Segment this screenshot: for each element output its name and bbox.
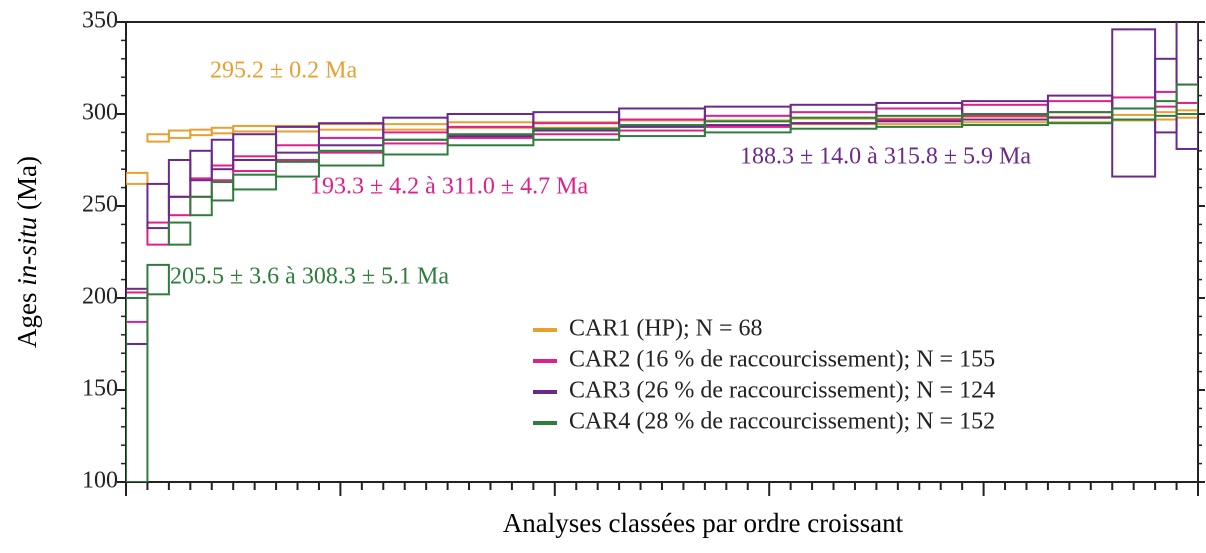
error-box: [1046, 100, 1114, 114]
error-box: [1154, 100, 1178, 117]
y-label-part: (Ma): [12, 156, 42, 210]
legend-label: CAR4 (28 % de raccourcissement); N = 152: [569, 409, 995, 435]
y-label-part: in-situ: [12, 217, 42, 286]
y-tick-label: 250: [82, 192, 118, 218]
y-tick-label: 350: [82, 8, 118, 34]
y-tick-label: 100: [82, 468, 118, 494]
y-axis-label: Ages in-situ (Ma): [12, 156, 42, 348]
error-box: [1111, 96, 1157, 110]
y-tick-label: 300: [82, 100, 118, 126]
error-box: [146, 182, 170, 230]
plot-area: [126, 22, 1198, 482]
error-box: [275, 160, 320, 178]
legend-label: CAR2 (16 % de raccourcissement); N = 155: [569, 347, 995, 373]
error-box: [232, 155, 278, 173]
y-tick-label: 200: [82, 284, 118, 310]
error-box: [1046, 94, 1114, 119]
error-box: [126, 291, 149, 323]
error-box: [789, 103, 878, 125]
error-box: [1154, 57, 1178, 134]
error-box: [167, 221, 192, 246]
error-box: [146, 221, 170, 246]
error-box: [1175, 83, 1198, 104]
error-box: [232, 173, 278, 191]
error-box: [1111, 28, 1157, 178]
error-box: [189, 195, 213, 217]
error-box: [317, 123, 385, 131]
error-box: [167, 159, 192, 198]
error-box: [382, 131, 449, 145]
error-box: [146, 133, 170, 143]
y-label-part: Ages: [12, 293, 42, 349]
legend-label: CAR3 (26 % de raccourcissement); N = 124: [569, 378, 995, 404]
error-box: [446, 113, 535, 138]
error-box: [232, 124, 278, 133]
error-box: [317, 149, 385, 167]
error-box: [1175, 83, 1198, 115]
annotation: 205.5 ± 3.6 à 308.3 ± 5.1 Ma: [170, 264, 449, 290]
error-box: [210, 181, 235, 202]
error-box: [189, 149, 213, 182]
error-box: [126, 171, 149, 185]
error-box: [167, 195, 192, 217]
annotation: 193.3 ± 4.2 à 311.0 ± 4.7 Ma: [310, 174, 588, 200]
error-box: [189, 128, 213, 137]
annotation: 188.3 ± 14.0 à 315.8 ± 5.9 Ma: [740, 144, 1031, 170]
y-tick-label: 150: [82, 376, 118, 402]
legend-label: CAR1 (HP); N = 68: [569, 316, 763, 342]
error-box: [210, 164, 235, 182]
error-box: [126, 297, 149, 482]
error-box: [146, 263, 170, 296]
error-box: [167, 129, 192, 139]
error-box: [382, 138, 449, 156]
annotation: 295.2 ± 0.2 Ma: [210, 58, 358, 84]
error-box: [210, 126, 235, 135]
error-box: [382, 123, 449, 131]
error-box: [317, 122, 385, 147]
error-box: [1154, 90, 1178, 108]
x-axis-label: Analyses classées par ordre croissant: [503, 508, 904, 538]
